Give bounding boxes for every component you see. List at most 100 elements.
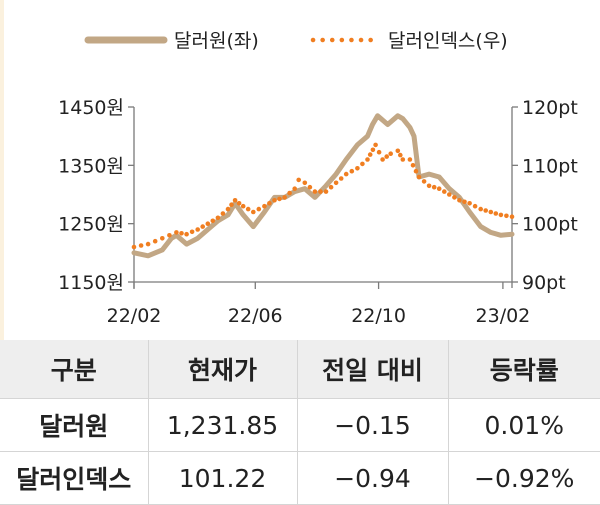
chart-series: [131, 113, 515, 259]
dxy-point: [400, 157, 406, 162]
dxy-point: [398, 152, 403, 158]
dxy-point: [360, 161, 365, 167]
row-price: 101.22: [148, 451, 298, 505]
dxy-point: [355, 166, 360, 171]
row-price: 1,231.85: [148, 398, 298, 452]
x-tick-label: 23/02: [476, 305, 531, 327]
dxy-point: [205, 221, 211, 226]
series-line-krw: [131, 113, 515, 259]
dxy-point: [312, 189, 318, 194]
dxy-point: [472, 203, 478, 209]
dxy-point: [160, 236, 165, 241]
dxy-point: [189, 229, 195, 235]
dxy-point: [376, 149, 382, 155]
header-change-rate: 등락률: [448, 340, 600, 399]
dxy-point: [296, 177, 302, 183]
row-change: −0.94: [297, 451, 449, 505]
dxy-point: [215, 215, 221, 221]
dxy-point: [333, 180, 339, 186]
dxy-point: [152, 238, 158, 244]
legend: 달러원(좌) 달러인덱스(우): [84, 30, 508, 52]
dxy-point: [179, 231, 184, 236]
dxy-point: [195, 227, 200, 232]
dxy-point: [307, 184, 313, 190]
dxy-point: [416, 174, 422, 180]
dxy-point: [229, 202, 234, 207]
table-row: 달러인덱스 101.22 −0.94 −0.92%: [0, 451, 600, 505]
dxy-point: [509, 214, 515, 219]
y-left-tick-label: 1450원: [58, 97, 124, 119]
table-header-row: 구분 현재가 전일 대비 등락률: [0, 340, 600, 399]
dxy-point: [318, 189, 323, 194]
dxy-point: [452, 195, 457, 200]
dxy-point: [407, 157, 413, 162]
dxy-point: [256, 206, 262, 212]
dxy-point: [395, 148, 401, 154]
dxy-point: [174, 230, 179, 235]
dxy-point: [498, 212, 504, 218]
y-left-tick-label: 1350원: [58, 155, 124, 177]
dxy-point: [251, 209, 256, 215]
chart-axes: [128, 106, 518, 289]
dxy-point: [184, 231, 189, 237]
dxy-point: [467, 201, 472, 206]
dxy-point: [167, 233, 172, 238]
header-current-price: 현재가: [148, 340, 298, 399]
y-left-tick-label: 1250원: [58, 214, 124, 236]
y-right-tick-label: 90pt: [522, 272, 566, 294]
row-rate: −0.92%: [448, 451, 600, 505]
dxy-point: [367, 152, 373, 157]
dxy-point: [338, 176, 344, 181]
dxy-point: [380, 157, 385, 162]
y-right-tick-label: 100pt: [522, 214, 578, 236]
dxy-point: [349, 168, 355, 174]
dxy-point: [462, 199, 467, 205]
row-name-dxy: 달러인덱스: [0, 451, 149, 505]
series-dots-dxy: [131, 142, 515, 250]
dxy-point: [493, 211, 499, 216]
dxy-point: [245, 206, 251, 212]
dxy-point: [200, 224, 205, 229]
dxy-point: [328, 184, 334, 190]
legend-dxy-label: 달러인덱스(우): [388, 30, 508, 52]
dxy-point: [138, 243, 144, 248]
dxy-point: [232, 198, 238, 203]
dxy-point: [442, 189, 447, 194]
dxy-point: [225, 206, 231, 212]
summary-table: 구분 현재가 전일 대비 등락률 달러원 1,231.85 −0.15 0.01…: [0, 340, 600, 505]
dxy-point: [240, 203, 246, 209]
left-accent-stripe: [0, 0, 4, 340]
dxy-point: [488, 209, 494, 215]
dxy-point: [413, 168, 419, 174]
x-tick-label: 22/06: [228, 305, 283, 327]
header-category: 구분: [0, 340, 149, 399]
dxy-point: [436, 186, 442, 191]
row-change: −0.15: [297, 398, 449, 452]
dxy-point: [220, 211, 226, 216]
dxy-point: [478, 206, 484, 212]
dxy-point: [343, 171, 349, 177]
dxy-point: [323, 189, 329, 194]
dxy-point: [365, 157, 370, 162]
dxy-point: [457, 198, 462, 203]
x-tick-label: 22/10: [351, 305, 406, 327]
row-name-krw: 달러원: [0, 398, 149, 452]
dxy-point: [431, 184, 437, 190]
dxy-point: [373, 142, 378, 148]
dxy-point: [302, 180, 308, 186]
dxy-point: [267, 201, 272, 206]
exchange-rate-chart: 달러원(좌) 달러인덱스(우) 1450원 1350원 1250원 1150원 120p…: [58, 30, 578, 327]
dxy-point: [272, 198, 277, 203]
row-rate: 0.01%: [448, 398, 600, 452]
dxy-point: [421, 179, 427, 184]
y-right-tick-label: 120pt: [522, 97, 578, 119]
dxy-point: [262, 203, 267, 209]
dxy-point: [210, 218, 216, 224]
dxy-point: [410, 163, 416, 168]
header-daily-change: 전일 대비: [297, 340, 449, 399]
dxy-point: [292, 186, 298, 191]
dxy-point: [145, 241, 151, 247]
dxy-point: [384, 154, 390, 159]
dxy-point: [236, 201, 242, 206]
dxy-point: [370, 147, 376, 153]
